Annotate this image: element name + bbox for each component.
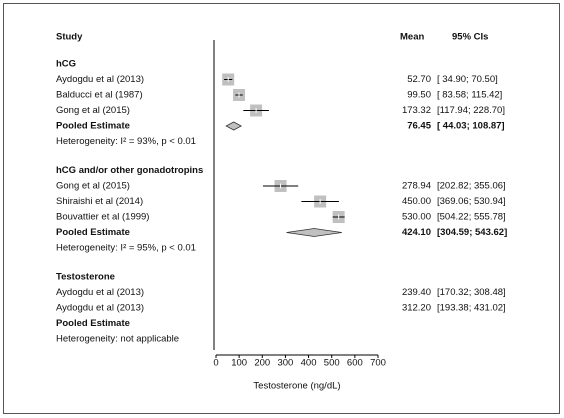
x-tick-label: 100 (231, 358, 247, 369)
mean-label: 312.20 (402, 303, 431, 314)
pooled-label: Pooled Estimate (56, 318, 130, 329)
ci-label: [ 44.03; 108.87] (437, 121, 505, 132)
study-label: Aydogdu et al (2013) (56, 287, 144, 298)
mean-label: 424.10 (402, 227, 431, 238)
study-label: Shiraishi et al (2014) (56, 196, 143, 207)
ci-label: [ 34.90; 70.50] (437, 74, 498, 85)
mean-label: 99.50 (407, 90, 431, 101)
study-label: Aydogdu et al (2013) (56, 303, 144, 314)
heterogeneity: Heterogeneity: I² = 95%, p < 0.01 (56, 243, 196, 254)
mean-label: 450.00 (402, 196, 431, 207)
x-tick-label: 700 (370, 358, 386, 369)
ci-label: [170.32; 308.48] (437, 287, 506, 298)
x-axis-label: Testosterone (ng/dL) (253, 381, 340, 392)
pooled-label: Pooled Estimate (56, 227, 130, 238)
pooled-label: Pooled Estimate (56, 121, 130, 132)
study-label: Aydogdu et al (2013) (56, 74, 144, 85)
ci-header: 95% CIs (452, 32, 488, 43)
frame (3, 3, 560, 414)
mean-label: 278.94 (402, 181, 431, 192)
x-tick-label: 400 (301, 358, 317, 369)
mean-label: 173.32 (402, 105, 431, 116)
x-tick-label: 600 (347, 358, 363, 369)
group-label: hCG (56, 59, 76, 70)
study-label: Gong et al (2015) (56, 105, 130, 116)
pooled-diamond (225, 121, 243, 131)
group-label: Testosterone (56, 272, 115, 283)
mean-label: 239.40 (402, 287, 431, 298)
study-label: Bouvattier et al (1999) (56, 212, 149, 223)
heterogeneity: Heterogeneity: I² = 93%, p < 0.01 (56, 136, 196, 147)
ci-label: [304.59; 543.62] (437, 227, 507, 238)
heterogeneity: Heterogeneity: not applicable (56, 334, 179, 345)
ci-label: [117.94; 228.70] (437, 105, 505, 116)
mean-label: 52.70 (407, 74, 431, 85)
ci-label: [193.38; 431.02] (437, 303, 506, 314)
x-tick-label: 200 (254, 358, 270, 369)
pooled-diamond (286, 228, 342, 237)
study-label: Gong et al (2015) (56, 181, 130, 192)
ci-label: [202.82; 355.06] (437, 181, 506, 192)
ci-label: [369.06; 530.94] (437, 196, 506, 207)
study-header: Study (56, 32, 83, 43)
mean-label: 530.00 (402, 212, 431, 223)
mean-header: Mean (400, 32, 424, 43)
x-tick-label: 300 (277, 358, 293, 369)
x-tick-label: 500 (324, 358, 340, 369)
group-label: hCG and/or other gonadotropins (56, 165, 203, 176)
study-label: Balducci et al (1987) (56, 90, 143, 101)
x-tick-label: 0 (213, 358, 218, 369)
ci-label: [ 83.58; 115.42] (437, 90, 502, 101)
ci-label: [504.22; 555.78] (437, 212, 506, 223)
mean-label: 76.45 (407, 121, 431, 132)
